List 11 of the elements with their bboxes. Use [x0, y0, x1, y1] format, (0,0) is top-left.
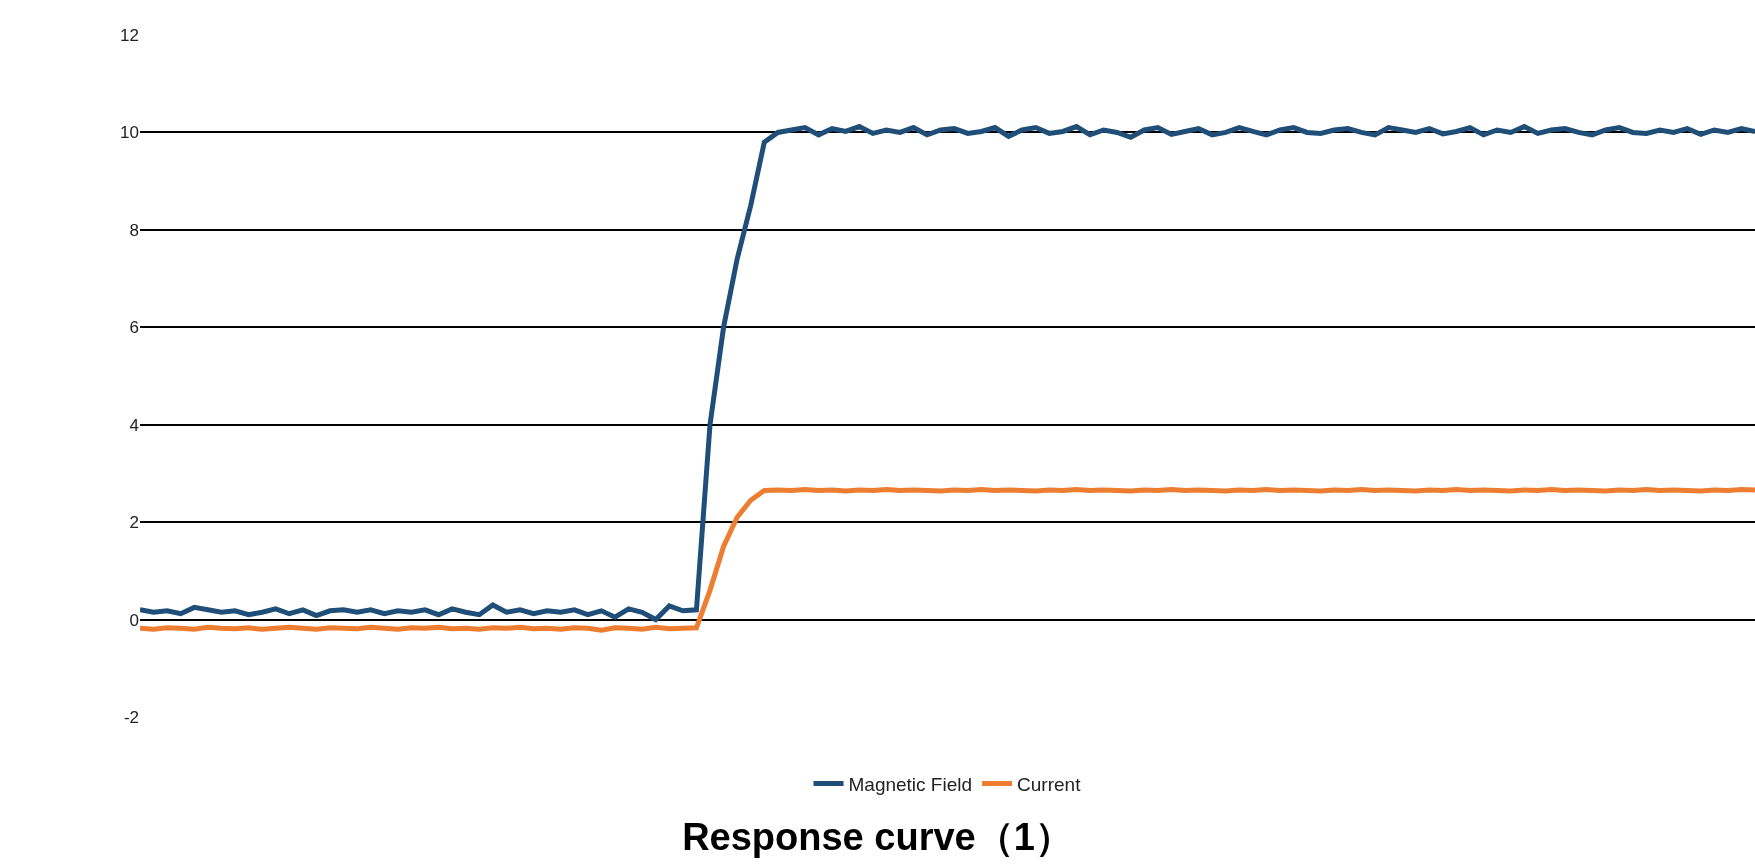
legend-label: Current [1017, 774, 1082, 795]
y-tick-label: 6 [129, 318, 139, 338]
y-tick-label: 8 [129, 220, 139, 240]
y-tick-label: 0 [129, 610, 139, 630]
y-tick-label: 10 [120, 123, 139, 143]
y-tick-label: 4 [129, 415, 139, 435]
text: Response curve（1） [682, 815, 1073, 858]
legend-label: Magnetic Field [848, 774, 973, 795]
y-tick-label: 2 [129, 513, 139, 533]
y-tick-label: 12 [120, 25, 139, 45]
y-tick-label: -2 [123, 707, 139, 727]
